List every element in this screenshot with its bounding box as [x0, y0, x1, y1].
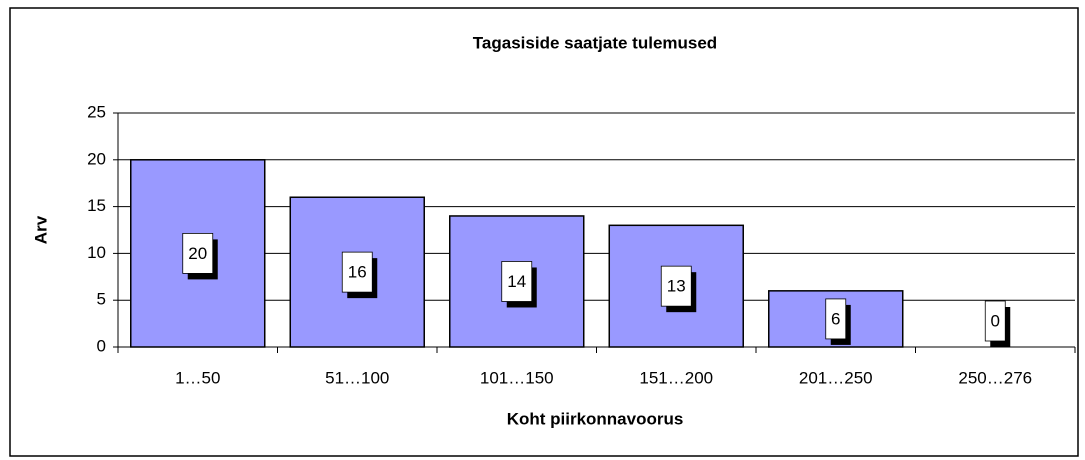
x-tick-label: 201…250: [799, 368, 873, 387]
x-tick-label: 1…50: [175, 368, 220, 387]
x-tick-label: 151…200: [639, 368, 713, 387]
x-axis-title: Koht piirkonnavoorus: [507, 409, 684, 428]
data-label-box: [984, 300, 1006, 342]
data-label-box: [660, 265, 692, 307]
data-label-box: [501, 261, 533, 302]
x-tick-label: 250…276: [958, 368, 1032, 387]
x-tick-label: 51…100: [325, 368, 389, 387]
y-axis-title: Arv: [31, 215, 50, 244]
y-tick-label: 5: [97, 290, 106, 309]
chart-title: Tagasiside saatjate tulemused: [473, 33, 717, 52]
x-tick-label: 101…150: [480, 368, 554, 387]
data-label: 0: [991, 311, 1000, 330]
data-label: 16: [348, 263, 367, 282]
data-label: 14: [507, 272, 526, 291]
data-label: 20: [188, 244, 207, 263]
y-tick-label: 10: [87, 243, 106, 262]
y-tick-label: 15: [87, 196, 106, 215]
data-label-box: [182, 232, 214, 274]
data-label-box: [341, 251, 373, 293]
data-label-box: [825, 298, 847, 340]
y-tick-label: 20: [87, 149, 106, 168]
y-tick-label: 25: [87, 102, 106, 121]
y-tick-label: 0: [97, 336, 106, 355]
data-label: 13: [667, 277, 686, 296]
data-label: 6: [831, 309, 840, 328]
